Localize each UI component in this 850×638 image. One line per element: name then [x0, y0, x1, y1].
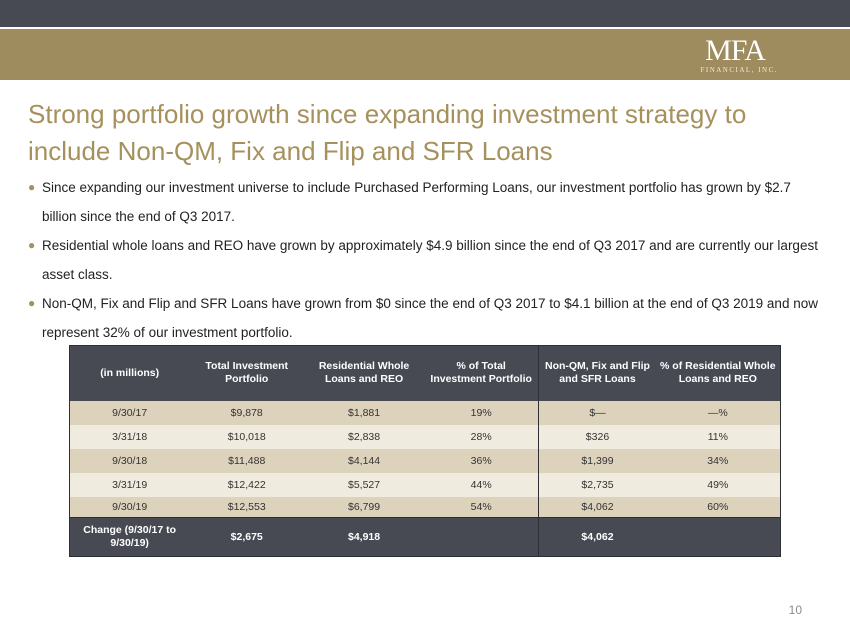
column-header: (in millions): [69, 345, 190, 401]
table-cell: 9/30/19: [69, 496, 190, 518]
table-cell: 34%: [655, 448, 781, 473]
logo-sub-text: FINANCIAL, INC.: [700, 66, 778, 74]
bullet-dot-icon: ●: [28, 238, 36, 252]
table-row: 3/31/18 $10,018 $2,838 28% $326 11%: [69, 424, 781, 449]
table-cell: 49%: [655, 472, 781, 497]
change-label: Change (9/30/17 to 9/30/19): [69, 517, 190, 557]
slide-title: Strong portfolio growth since expanding …: [28, 99, 747, 166]
table-cell: $2,838: [304, 424, 424, 449]
table-cell: $1,881: [304, 400, 424, 425]
table-cell: $12,422: [189, 472, 305, 497]
table-cell: 11%: [655, 424, 781, 449]
table-cell: $9,878: [189, 400, 305, 425]
table-cell: [423, 517, 539, 557]
table-cell: $1,399: [538, 448, 656, 473]
header-gold-bar: [0, 29, 850, 80]
bullet-text: Since expanding our investment universe …: [42, 180, 791, 224]
table-cell: 28%: [423, 424, 539, 449]
column-header: Residential Whole Loans and REO: [304, 345, 424, 401]
bullet-item: ● Since expanding our investment universe…: [28, 173, 818, 231]
bullet-list: ● Since expanding our investment universe…: [28, 173, 818, 347]
table-cell: $4,144: [304, 448, 424, 473]
mfa-logo: MFA FINANCIAL, INC.: [692, 36, 778, 76]
bullet-text: Non-QM, Fix and Flip and SFR Loans have …: [42, 296, 818, 340]
table-cell: 60%: [655, 496, 781, 518]
column-header: Non-QM, Fix and Flip and SFR Loans: [538, 345, 656, 401]
table-cell: 3/31/19: [69, 472, 190, 497]
table-header-row: (in millions) Total Investment Portfolio…: [69, 345, 781, 401]
portfolio-table: (in millions) Total Investment Portfolio…: [69, 345, 781, 557]
column-header: % of Total Investment Portfolio: [423, 345, 539, 401]
bullet-item: ● Non-QM, Fix and Flip and SFR Loans have…: [28, 289, 818, 347]
page-number: 10: [788, 603, 802, 617]
table-row: 3/31/19 $12,422 $5,527 44% $2,735 49%: [69, 472, 781, 497]
bullet-dot-icon: ●: [28, 180, 36, 194]
table-cell: $326: [538, 424, 656, 449]
table-cell: 44%: [423, 472, 539, 497]
table-cell: $4,062: [538, 496, 656, 518]
table-cell: $4,918: [304, 517, 424, 557]
bullet-item: ● Residential whole loans and REO have gr…: [28, 231, 818, 289]
table-row: 9/30/18 $11,488 $4,144 36% $1,399 34%: [69, 448, 781, 473]
table-cell: $4,062: [538, 517, 656, 557]
table-cell: 9/30/18: [69, 448, 190, 473]
logo-main-text: MFA: [705, 34, 766, 67]
column-header: Total Investment Portfolio: [189, 345, 305, 401]
table-cell: $5,527: [304, 472, 424, 497]
table-cell: 54%: [423, 496, 539, 518]
table-cell: 36%: [423, 448, 539, 473]
table-cell: 19%: [423, 400, 539, 425]
column-header: % of Residential Whole Loans and REO: [655, 345, 781, 401]
table-cell: $6,799: [304, 496, 424, 518]
table-row: 9/30/19 $12,553 $6,799 54% $4,062 60%: [69, 496, 781, 518]
table-cell: 9/30/17: [69, 400, 190, 425]
table-cell: $—: [538, 400, 656, 425]
table-cell: $12,553: [189, 496, 305, 518]
table-cell: $11,488: [189, 448, 305, 473]
table-cell: [655, 517, 781, 557]
table-cell: $2,735: [538, 472, 656, 497]
table-cell: —%: [655, 400, 781, 425]
table-cell: $2,675: [189, 517, 305, 557]
table-cell: 3/31/18: [69, 424, 190, 449]
bullet-text: Residential whole loans and REO have gro…: [42, 238, 818, 282]
table-row: 9/30/17 $9,878 $1,881 19% $— —%: [69, 400, 781, 425]
bullet-dot-icon: ●: [28, 296, 36, 310]
change-row: Change (9/30/17 to 9/30/19) $2,675 $4,91…: [69, 517, 781, 557]
table-cell: $10,018: [189, 424, 305, 449]
top-dark-bar: [0, 0, 850, 27]
